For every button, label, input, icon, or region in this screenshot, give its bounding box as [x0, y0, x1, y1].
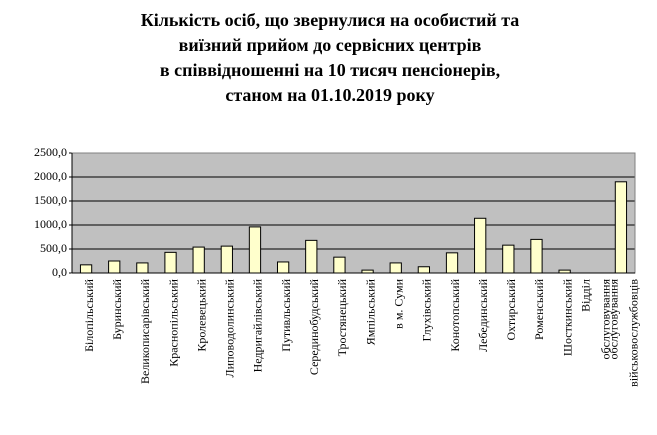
y-tick-label: 1500,0: [34, 193, 67, 207]
bar: [248, 226, 262, 274]
y-tick-label: 1000,0: [34, 217, 67, 231]
bar: [614, 181, 628, 274]
x-tick-label: Шосткинський: [560, 278, 574, 356]
plot-area: [72, 153, 635, 273]
bar: [164, 251, 177, 274]
x-tick-label: військовослужбовців: [627, 279, 641, 387]
bar: [79, 264, 93, 274]
chart-title: станом на 01.10.2019 року: [225, 85, 434, 105]
bar: [474, 217, 487, 274]
x-tick-label: Роменський: [532, 278, 546, 340]
bar: [305, 239, 318, 274]
x-tick-label: Ямпільський: [363, 278, 377, 345]
x-tick-label: Липоводолинський: [223, 278, 237, 377]
x-tick-label: Недригайлівський: [251, 278, 265, 372]
x-tick-label: обслуговування: [599, 279, 613, 360]
bar: [417, 266, 431, 274]
x-tick-label: обслуговування: [607, 279, 621, 360]
bar: [220, 245, 233, 274]
x-tick-label: Краснопільський: [166, 278, 180, 366]
x-tick-label: Великописарівський: [138, 278, 152, 384]
x-tick-label: Серединобудський: [307, 278, 321, 375]
x-tick-label: Глухівський: [420, 278, 434, 341]
bar: [136, 262, 149, 274]
bar: [333, 256, 346, 274]
bar: [445, 252, 459, 274]
chart-title: в співвідношенні на 10 тисяч пенсіонерів…: [160, 60, 500, 80]
bar: [108, 260, 121, 274]
x-tick-label: Білопільський: [82, 278, 96, 351]
x-tick-label: Путивльський: [279, 278, 293, 351]
y-tick-label: 0,0: [52, 265, 67, 279]
chart-title: виїзний прийом до сервісних центрів: [179, 35, 482, 55]
x-tick-label: Конотопський: [448, 278, 462, 351]
bar: [389, 262, 402, 274]
x-tick-label: в м. Суми: [391, 278, 405, 328]
chart-title: Кількість осіб, що звернулися на особист…: [141, 10, 520, 30]
bar: [192, 246, 205, 274]
x-tick-label: Тростянецький: [335, 278, 349, 356]
bar: [276, 261, 290, 274]
bar: [530, 238, 543, 274]
y-tick-label: 2000,0: [34, 169, 67, 183]
x-tick-label: Охтирський: [504, 278, 518, 340]
y-tick-label: 500,0: [40, 241, 67, 255]
y-tick-label: 2500,0: [34, 145, 67, 159]
x-tick-label: Кролевецький: [194, 278, 208, 351]
bar: [502, 244, 515, 274]
x-tick-label: Лебединський: [476, 278, 490, 351]
x-tick-label: Буринський: [110, 278, 124, 339]
x-tick-label: Відділ: [579, 279, 593, 312]
